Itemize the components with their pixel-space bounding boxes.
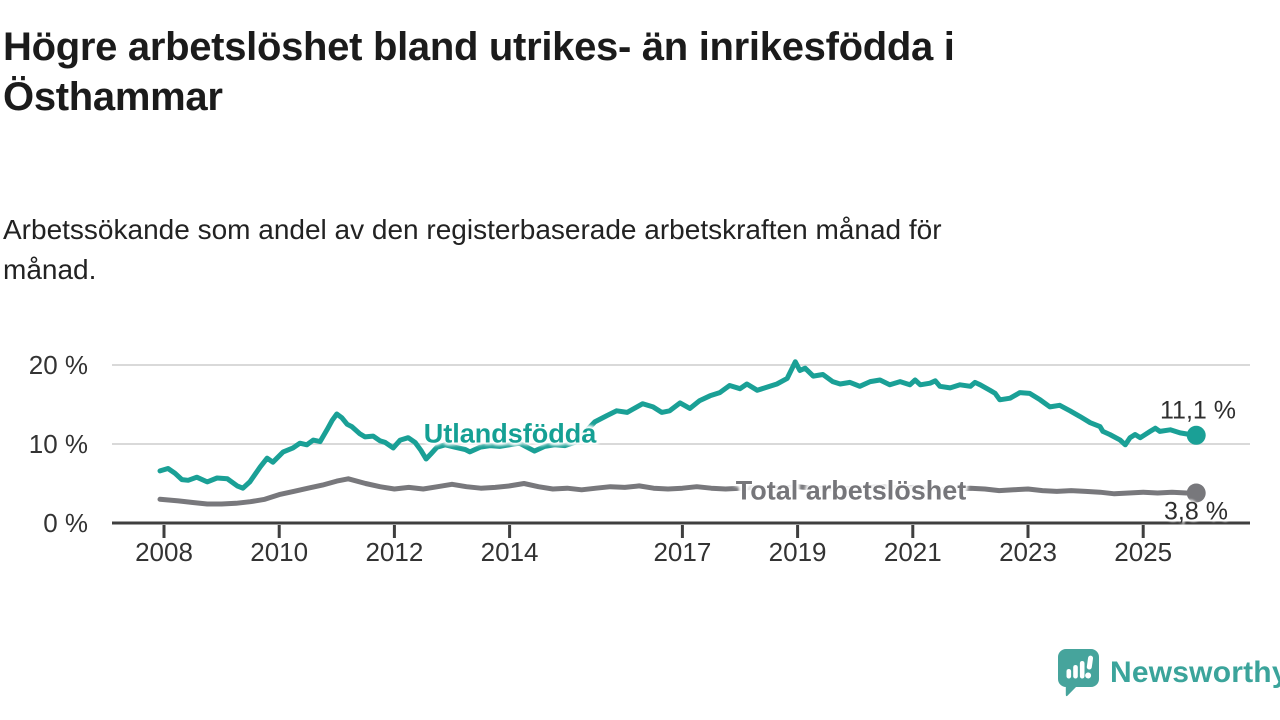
chart-subtitle-line1: Arbetssökande som andel av den registerb… — [3, 214, 942, 245]
y-axis-tick-label: 20 % — [29, 350, 88, 380]
x-axis-tick-label: 2023 — [999, 537, 1057, 567]
page-title: Högre arbetslöshet bland utrikes- än inr… — [3, 22, 1233, 122]
end-dot-utlandsfodda — [1186, 425, 1206, 445]
x-axis-tick-label: 2010 — [250, 537, 308, 567]
end-value-total-arbetsloshet: 3,8 % — [1164, 497, 1228, 526]
series-line-total-arbetsloshet — [157, 476, 1199, 507]
chart-subtitle: Arbetssökande som andel av den registerb… — [3, 210, 1233, 290]
newsworthy-logo-text: Newsworthy — [1110, 656, 1280, 689]
x-axis-tick-label: 2021 — [884, 537, 942, 567]
series-label-utlandsfodda: Utlandsfödda — [423, 418, 597, 449]
y-axis-tick-label: 0 % — [43, 508, 88, 538]
page-title-line2: Östhammar — [3, 75, 223, 119]
series-label-total-arbetsloshet: Total arbetslöshet — [735, 475, 967, 506]
newsworthy-logo: Newsworthy — [1056, 648, 1280, 698]
x-axis-tick-label: 2012 — [365, 537, 423, 567]
y-axis-tick-label: 10 % — [29, 429, 88, 459]
exclamation-mark — [1085, 655, 1094, 679]
x-axis-tick-label: 2025 — [1114, 537, 1172, 567]
x-axis-tick-label: 2008 — [135, 537, 193, 567]
bar-1 — [1066, 669, 1072, 679]
speech-bubble-shape — [1058, 649, 1099, 697]
bar-3 — [1079, 661, 1085, 679]
page-title-line1: Högre arbetslöshet bland utrikes- än inr… — [3, 25, 955, 69]
bar-2 — [1073, 665, 1078, 679]
end-value-utlandsfodda: 11,1 % — [1160, 396, 1236, 425]
x-axis-tick-label: 2017 — [653, 537, 711, 567]
chart-subtitle-line2: månad. — [3, 254, 97, 285]
newsworthy-logo-icon — [1058, 649, 1099, 697]
x-axis-tick-label: 2019 — [769, 537, 827, 567]
end-dot-total-arbetsloshet — [1186, 483, 1206, 503]
x-axis-tick-label: 2014 — [481, 537, 539, 567]
series-line-utlandsfodda — [157, 359, 1199, 491]
